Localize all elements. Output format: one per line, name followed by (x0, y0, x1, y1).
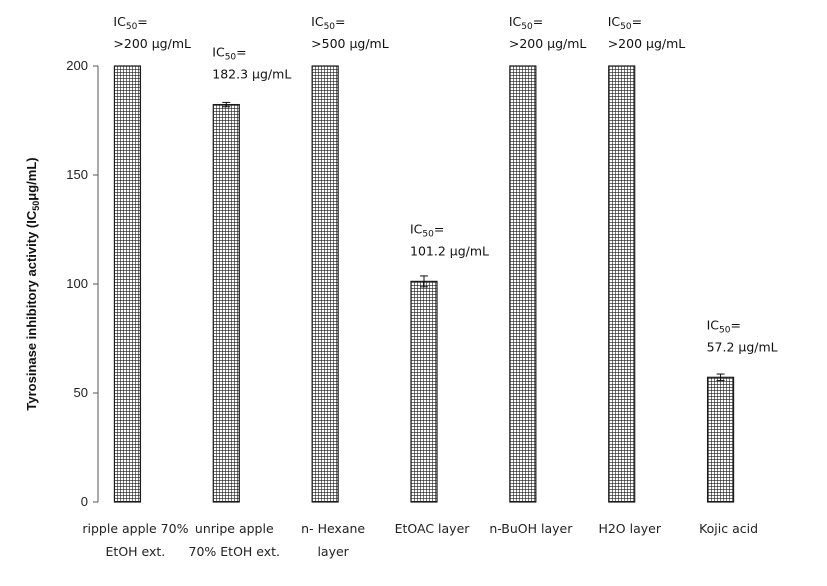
annotation-prefix: IC (608, 14, 621, 29)
bar (212, 103, 240, 503)
y-tick-label: 150 (66, 167, 88, 182)
bar (509, 65, 537, 503)
annotation-label: IC50= (311, 14, 345, 32)
x-tick-label: ripple apple 70% (82, 521, 188, 536)
annotation-suffix: = (632, 14, 642, 29)
annotation-value: >200 μg/mL (509, 36, 587, 51)
y-tick-label: 100 (66, 276, 88, 291)
annotation-label: IC50= (509, 14, 543, 32)
annotation-label: IC50= (410, 221, 444, 239)
y-axis-label-unit: μg/mL) (24, 157, 39, 200)
bar (311, 65, 339, 503)
annotation-suffix: = (533, 14, 543, 29)
x-tick-label: layer (317, 544, 349, 559)
y-tick-label: 200 (66, 58, 88, 73)
annotation-value: 101.2 μg/mL (410, 243, 489, 258)
y-tick-label: 50 (74, 385, 88, 400)
x-tick-label: EtOH ext. (106, 544, 166, 559)
annotation-suffix: = (434, 221, 444, 236)
annotation-value: 182.3 μg/mL (212, 67, 291, 82)
annotation-suffix: = (236, 45, 246, 60)
annotation-prefix: IC (509, 14, 522, 29)
annotation-sub: 50 (620, 22, 632, 32)
x-tick-label: n- Hexane (301, 521, 365, 536)
annotation-sub: 50 (719, 325, 731, 335)
y-axis-label: Tyrosinase inhibitory activity (IC50μg/m… (24, 157, 41, 410)
annotation-sub: 50 (126, 22, 138, 32)
annotation-prefix: IC (311, 14, 324, 29)
annotation-value: >500 μg/mL (311, 36, 389, 51)
annotation-prefix: IC (707, 317, 720, 332)
bar (706, 376, 735, 503)
annotation-prefix: IC (212, 45, 225, 60)
annotation-label: IC50= (212, 45, 246, 63)
bars (113, 65, 735, 503)
x-tick-label: 70% EtOH ext. (189, 544, 281, 559)
annotation-suffix: = (730, 317, 740, 332)
x-tick-label: H2O layer (598, 521, 661, 536)
bar (410, 280, 438, 503)
annotation-value: >200 μg/mL (608, 36, 686, 51)
y-axis: 0 50 100 150 200 (66, 58, 99, 509)
bar (608, 65, 636, 503)
x-tick-label: EtOAC layer (395, 521, 471, 536)
bar (113, 65, 142, 503)
y-axis-label-sub: 50 (31, 201, 41, 211)
annotation-sub: 50 (324, 22, 336, 32)
y-axis-label-text: Tyrosinase inhibitory activity (IC (24, 210, 39, 410)
annotation-sub: 50 (422, 229, 434, 239)
annotation-value: >200 μg/mL (113, 36, 191, 51)
annotation-sub: 50 (225, 53, 237, 63)
x-tick-label: unripe apple (195, 521, 274, 536)
annotation-prefix: IC (410, 221, 423, 236)
annotation-suffix: = (137, 14, 147, 29)
annotation-value: 57.2 μg/mL (707, 339, 778, 354)
annotation-prefix: IC (113, 14, 126, 29)
annotation-sub: 50 (521, 22, 533, 32)
annotation-label: IC50= (113, 14, 147, 32)
annotation-suffix: = (335, 14, 345, 29)
y-tick-label: 0 (81, 494, 88, 509)
category-labels: ripple apple 70% EtOH ext. unripe apple 70%… (82, 521, 758, 559)
annotation-label: IC50= (608, 14, 642, 32)
x-tick-label: n-BuOH layer (489, 521, 573, 536)
x-tick-label: Kojic acid (699, 521, 758, 536)
annotation-label: IC50= (707, 317, 741, 335)
